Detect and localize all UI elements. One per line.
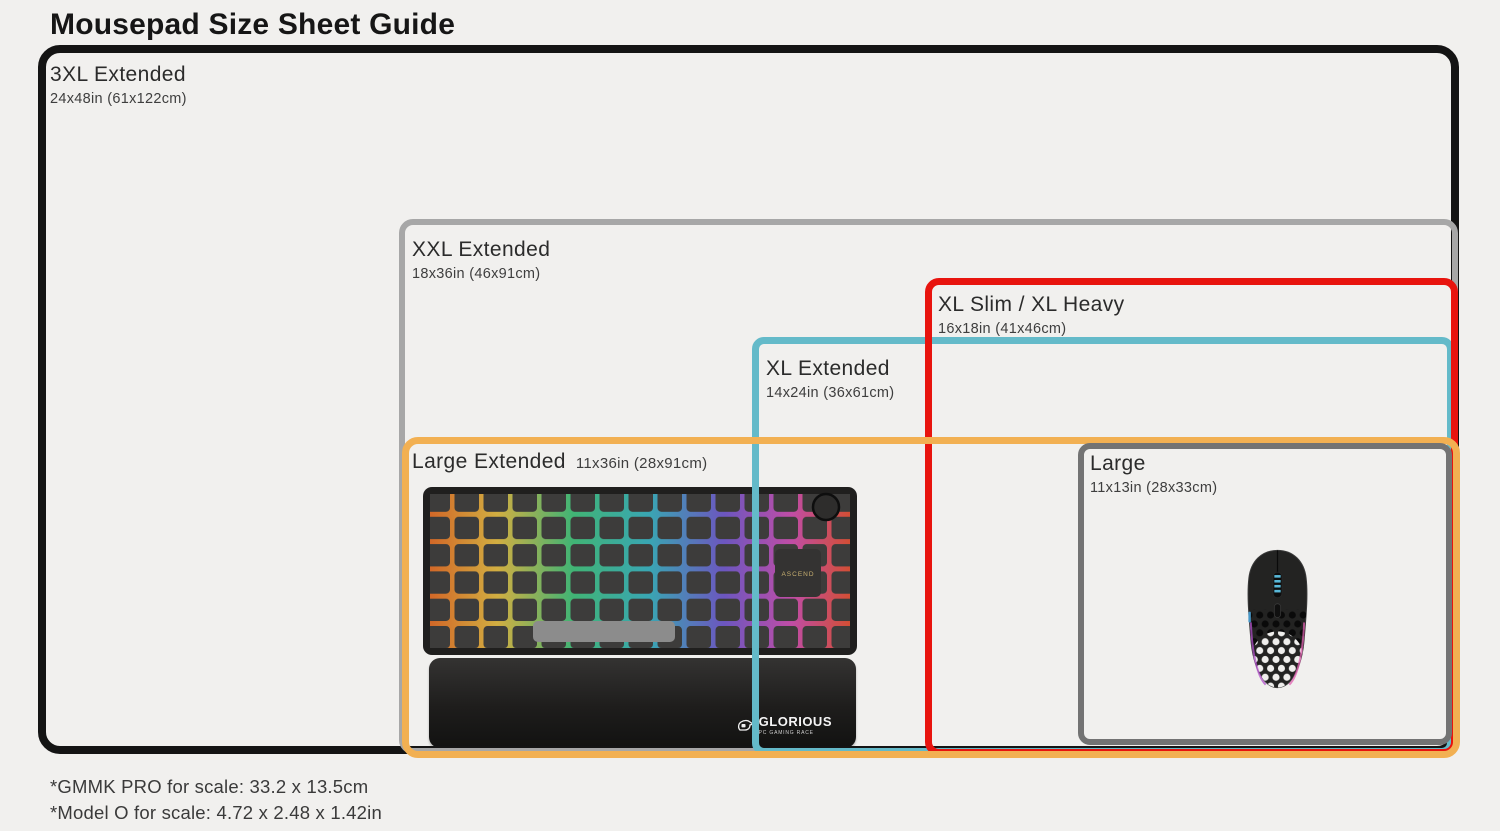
- size-name: Large Extended: [412, 450, 566, 473]
- wrist-rest: GLORIOUS PC GAMING RACE: [429, 658, 856, 748]
- mouse-illustration: [1247, 549, 1308, 689]
- mouse-wheel-stripe: [1274, 584, 1281, 588]
- size-label-large-extended: Large Extended 11x36in (28x91cm): [412, 450, 707, 474]
- size-label-large: Large 11x13in (28x33cm): [1090, 452, 1217, 496]
- glorious-tagline: PC GAMING RACE: [758, 730, 814, 736]
- glorious-brand: GLORIOUS: [758, 714, 832, 729]
- size-box-large: Large 11x13in (28x33cm): [1078, 443, 1452, 745]
- size-dimensions: 14x24in (36x61cm): [766, 385, 895, 401]
- glorious-mascot-icon: [737, 719, 755, 731]
- size-name: XL Slim / XL Heavy: [938, 293, 1125, 316]
- keyboard-spacebar: [533, 621, 675, 642]
- size-label-xl-slim-heavy: XL Slim / XL Heavy 16x18in (41x46cm): [938, 293, 1125, 337]
- mouse-rgb-left: [1249, 622, 1267, 686]
- size-label-xl-extended: XL Extended 14x24in (36x61cm): [766, 357, 894, 401]
- size-box-large-extended: Large Extended 11x36in (28x91cm): [402, 437, 1460, 758]
- glorious-logo-text: GLORIOUS PC GAMING RACE: [758, 714, 832, 736]
- size-dimensions: 24x48in (61x122cm): [50, 91, 187, 107]
- size-name: 3XL Extended: [50, 63, 186, 86]
- keyboard-ascend-text: ASCEND: [781, 571, 814, 578]
- keyboard-illustration: ASCEND: [423, 487, 857, 655]
- glorious-logo: GLORIOUS PC GAMING RACE: [737, 714, 832, 736]
- mouse-wheel-stripe: [1274, 589, 1281, 593]
- mouse-model-o: [1238, 548, 1317, 690]
- size-name: Large: [1090, 452, 1146, 475]
- page-title: Mousepad Size Sheet Guide: [50, 8, 456, 41]
- keyboard-knob: [811, 492, 841, 522]
- mouse-side-accent: [1248, 611, 1251, 623]
- size-label-3xl-extended: 3XL Extended 24x48in (61x122cm): [50, 63, 187, 107]
- mouse-rgb-right: [1288, 622, 1306, 686]
- size-dimensions: 11x36in (28x91cm): [575, 455, 708, 472]
- mouse-wheel-stripe: [1274, 579, 1281, 583]
- keyboard-gmmk-pro: ASCEND: [423, 487, 857, 655]
- size-name: XL Extended: [766, 357, 890, 380]
- footnote-keyboard-scale: *GMMK PRO for scale: 33.2 x 13.5cm: [50, 776, 369, 797]
- mouse-dpi-button: [1273, 603, 1282, 618]
- footnote-mouse-scale: *Model O for scale: 4.72 x 2.48 x 1.42in: [50, 802, 382, 823]
- size-label-xxl-extended: XXL Extended 18x36in (46x91cm): [412, 238, 550, 282]
- size-name: XXL Extended: [412, 238, 551, 261]
- size-dimensions: 16x18in (41x46cm): [938, 321, 1067, 337]
- keyboard-ascend-keycap: [775, 549, 821, 597]
- size-dimensions: 11x13in (28x33cm): [1090, 480, 1218, 496]
- size-dimensions: 18x36in (46x91cm): [412, 266, 541, 282]
- mouse-wheel-stripe: [1274, 575, 1281, 578]
- footnotes: *GMMK PRO for scale: 33.2 x 13.5cm *Mode…: [50, 774, 382, 826]
- mouse-honeycomb: [1248, 609, 1307, 688]
